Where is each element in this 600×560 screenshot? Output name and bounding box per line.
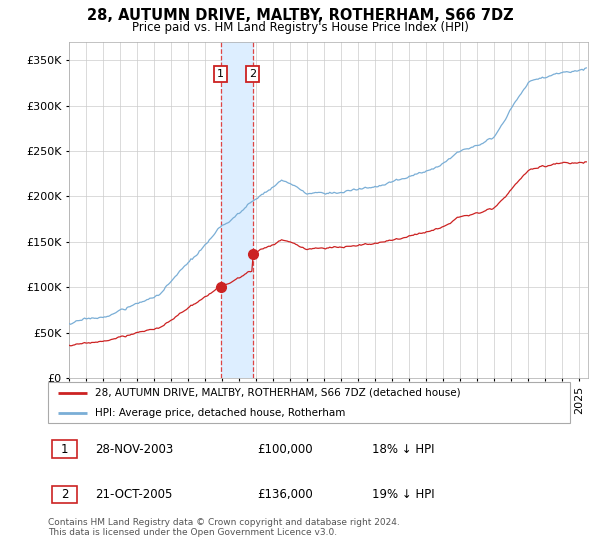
Text: Price paid vs. HM Land Registry's House Price Index (HPI): Price paid vs. HM Land Registry's House … xyxy=(131,21,469,34)
Text: 28, AUTUMN DRIVE, MALTBY, ROTHERHAM, S66 7DZ: 28, AUTUMN DRIVE, MALTBY, ROTHERHAM, S66… xyxy=(86,8,514,24)
Bar xyxy=(52,440,77,458)
Text: 2: 2 xyxy=(249,69,256,79)
Text: 21-OCT-2005: 21-OCT-2005 xyxy=(95,488,172,501)
Text: HPI: Average price, detached house, Rotherham: HPI: Average price, detached house, Roth… xyxy=(95,408,346,418)
Text: 28, AUTUMN DRIVE, MALTBY, ROTHERHAM, S66 7DZ (detached house): 28, AUTUMN DRIVE, MALTBY, ROTHERHAM, S66… xyxy=(95,388,461,398)
Text: 1: 1 xyxy=(217,69,224,79)
Text: 28-NOV-2003: 28-NOV-2003 xyxy=(95,442,173,456)
Text: 19% ↓ HPI: 19% ↓ HPI xyxy=(371,488,434,501)
Text: 2: 2 xyxy=(61,488,68,501)
Text: Contains HM Land Registry data © Crown copyright and database right 2024.
This d: Contains HM Land Registry data © Crown c… xyxy=(48,518,400,538)
Bar xyxy=(52,486,77,503)
Bar xyxy=(221,42,253,378)
Text: £100,000: £100,000 xyxy=(257,442,313,456)
Text: 18% ↓ HPI: 18% ↓ HPI xyxy=(371,442,434,456)
Text: 1: 1 xyxy=(61,442,68,456)
Text: £136,000: £136,000 xyxy=(257,488,313,501)
